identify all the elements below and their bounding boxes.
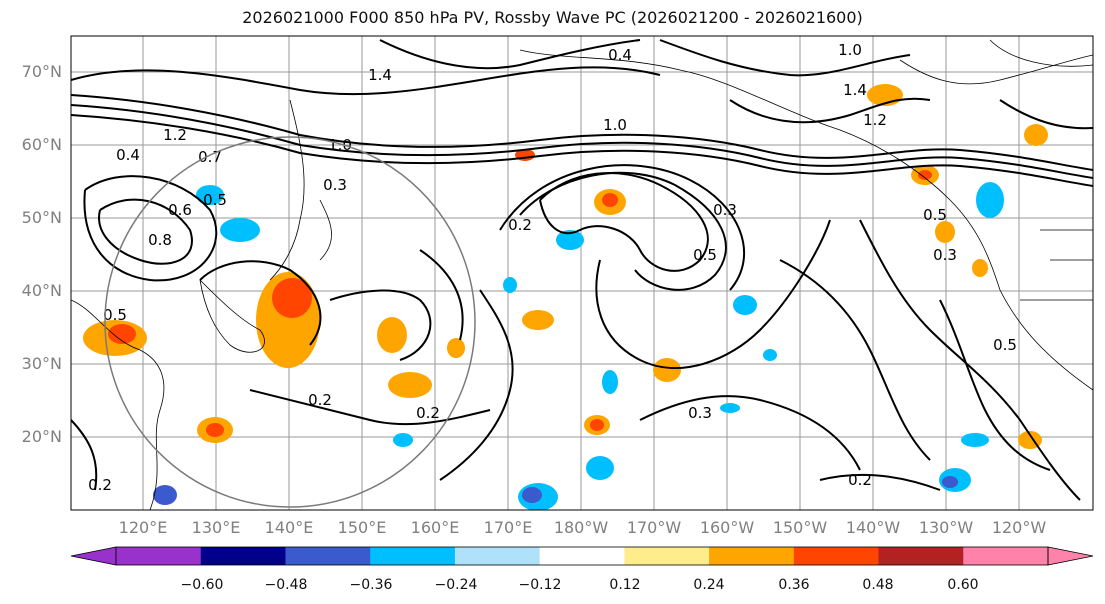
- contour-label: 0.2: [848, 471, 872, 489]
- contour-label: 0.3: [688, 404, 712, 422]
- contour-label: 1.0: [603, 116, 627, 134]
- lat-tick: 50°N: [21, 208, 62, 227]
- contour-labels: 1.4 1.2 0.7 0.4 1.0 0.8 0.5 1.0 0.6 0.3 …: [88, 41, 1017, 494]
- contour-label: 0.5: [993, 336, 1017, 354]
- colorbar-swatch: [454, 547, 541, 565]
- contour-label: 0.5: [693, 246, 717, 264]
- contour-label: 0.2: [416, 404, 440, 422]
- lat-tick: 20°N: [21, 427, 62, 446]
- contour-label: 0.5: [203, 191, 227, 209]
- lon-tick: 170°E: [483, 518, 533, 537]
- colorbar-frame: [115, 546, 1049, 566]
- pv-contours: [71, 39, 1093, 501]
- colorbar-swatch: [539, 547, 625, 565]
- colorbar-label: 0.48: [862, 577, 894, 593]
- colorbar-label: −0.48: [264, 577, 308, 593]
- lat-tick: 30°N: [21, 354, 62, 373]
- lon-tick: 140°E: [264, 518, 314, 537]
- contour-label: 0.5: [923, 206, 947, 224]
- lon-tick: 140°W: [845, 518, 901, 537]
- colorbar-label: −0.24: [434, 577, 478, 593]
- map-title: 2026021000 F000 850 hPa PV, Rossby Wave …: [242, 8, 863, 27]
- colorbar-swatch: [370, 547, 456, 565]
- colorbar-label: 0.12: [609, 577, 641, 593]
- map-frame: [70, 35, 1094, 511]
- colorbar-swatch: [285, 547, 371, 565]
- lat-tick: 60°N: [21, 135, 62, 154]
- lon-tick: 150°E: [337, 518, 387, 537]
- contour-label: 0.4: [608, 46, 632, 64]
- lon-tick: 170°W: [626, 518, 682, 537]
- contour-label: 0.3: [713, 201, 737, 219]
- lon-tick: 120°W: [991, 518, 1047, 537]
- colorbar-swatch: [709, 547, 795, 565]
- contour-label: 0.5: [103, 306, 127, 324]
- contour-label: 1.4: [368, 66, 392, 84]
- colorbar-swatch: [200, 547, 286, 565]
- lon-tick: 160°E: [410, 518, 460, 537]
- lon-tick: 150°W: [772, 518, 828, 537]
- lon-tick: 120°E: [118, 518, 168, 537]
- colorbar-label: 0.24: [693, 577, 725, 593]
- colorbar-swatch: [793, 547, 880, 565]
- contour-label: 0.2: [508, 216, 532, 234]
- map-background: [71, 36, 1093, 510]
- contour-label: 0.3: [933, 246, 957, 264]
- colorbar-extend-min: [70, 546, 117, 566]
- contour-label: 1.2: [863, 111, 887, 129]
- colorbar-label: 0.36: [778, 577, 810, 593]
- colorbar-label: −0.60: [180, 577, 224, 593]
- lon-tick: 160°W: [699, 518, 755, 537]
- colorbar-label: −0.36: [349, 577, 393, 593]
- colorbar-label: −0.12: [518, 577, 562, 593]
- colorbar-swatch: [116, 547, 202, 565]
- lat-tick: 70°N: [21, 62, 62, 81]
- contour-label: 0.2: [88, 476, 112, 494]
- contour-label: 0.4: [116, 146, 140, 164]
- lon-tick: 130°E: [191, 518, 241, 537]
- contour-label: 1.0: [328, 136, 352, 154]
- colorbar-swatch: [624, 547, 710, 565]
- lon-tick: 180°W: [553, 518, 609, 537]
- reference-circle: [104, 136, 476, 508]
- lat-tick: 40°N: [21, 281, 62, 300]
- lon-tick: 130°W: [918, 518, 974, 537]
- coastlines: [71, 39, 1093, 510]
- colorbar-swatch: [878, 547, 964, 565]
- contour-label: 0.8: [148, 231, 172, 249]
- colorbar-swatch: [963, 547, 1049, 565]
- contour-label: 0.6: [168, 201, 192, 219]
- contour-label: 0.2: [308, 391, 332, 409]
- colorbar: [70, 546, 1094, 566]
- contour-label: 1.0: [838, 41, 862, 59]
- contour-label: 1.2: [163, 126, 187, 144]
- contour-label: 1.4: [843, 81, 867, 99]
- contour-label: 0.3: [323, 176, 347, 194]
- colorbar-extend-max: [1047, 546, 1094, 566]
- colorbar-label: 0.60: [947, 577, 979, 593]
